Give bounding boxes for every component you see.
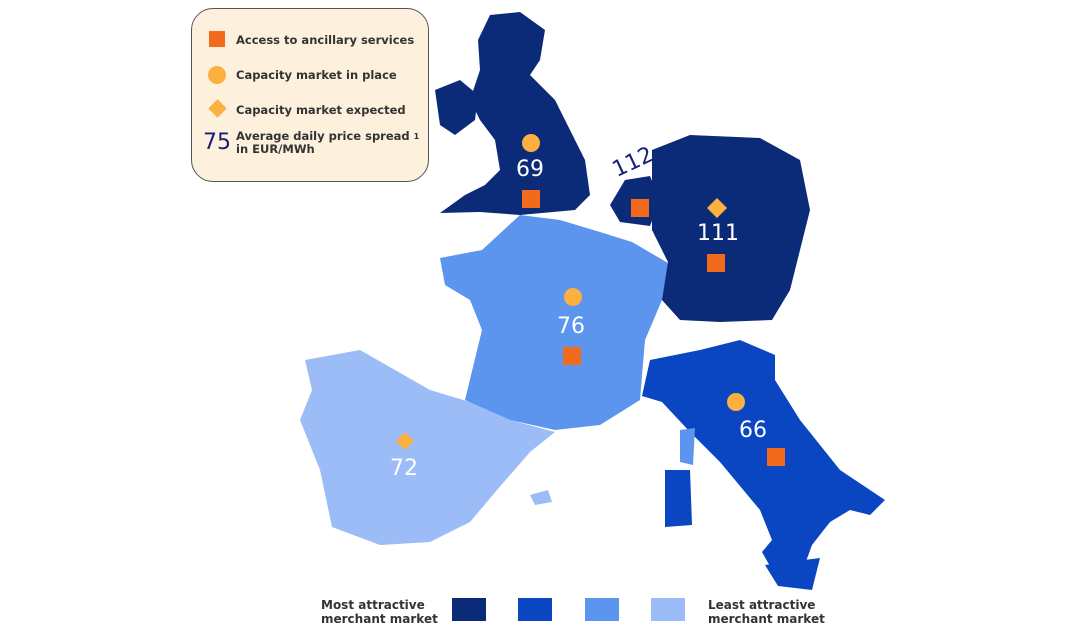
scale-most-label: Most attractive merchant market	[321, 598, 438, 626]
ancillary-square-icon	[767, 448, 785, 466]
scale-swatch-3	[585, 598, 619, 621]
legend-spread-text: Average daily price spread 1 in EUR/MWh	[236, 130, 419, 156]
legend: Access to ancillary services Capacity ma…	[191, 8, 429, 182]
spread-germany: 111	[697, 221, 739, 246]
diamond-icon	[208, 99, 227, 118]
legend-capacity-in-place: Capacity market in place	[236, 68, 397, 82]
island-corsica	[680, 428, 695, 465]
ancillary-square-icon	[707, 254, 725, 272]
capacity-expected-icon	[707, 198, 727, 218]
country-italy	[642, 340, 885, 578]
ancillary-square-icon	[631, 199, 649, 217]
scale-swatch-1	[452, 598, 486, 621]
island-balearic	[530, 490, 552, 505]
circle-icon	[208, 66, 226, 84]
scale-least-label: Least attractive merchant market	[708, 598, 825, 626]
footnote-marker: 1	[413, 132, 420, 141]
scale-swatch-4	[651, 598, 685, 621]
capacity-in-place-icon	[564, 288, 582, 306]
spread-france: 76	[557, 314, 585, 339]
island-sicily	[765, 558, 820, 590]
spread-spain: 72	[390, 456, 418, 481]
country-spain	[300, 350, 555, 545]
country-germany	[652, 135, 810, 322]
legend-capacity-expected: Capacity market expected	[236, 103, 406, 117]
spread-italy: 66	[739, 418, 767, 443]
ancillary-square-icon	[522, 190, 540, 208]
legend-ancillary: Access to ancillary services	[236, 33, 415, 47]
square-icon	[209, 31, 225, 47]
ancillary-square-icon	[563, 347, 581, 365]
spread-uk: 69	[516, 157, 544, 182]
country-france	[440, 215, 680, 430]
country-uk	[440, 12, 590, 215]
island-sardinia	[665, 470, 692, 527]
country-ireland	[435, 80, 478, 135]
capacity-in-place-icon	[727, 393, 745, 411]
scale-swatch-2	[518, 598, 552, 621]
legend-spread-line1: Average daily price spread	[236, 129, 410, 143]
capacity-in-place-icon	[522, 134, 540, 152]
legend-spread-example: 75	[203, 130, 231, 155]
capacity-expected-icon	[396, 432, 414, 450]
legend-spread-line2: in EUR/MWh	[236, 142, 315, 156]
